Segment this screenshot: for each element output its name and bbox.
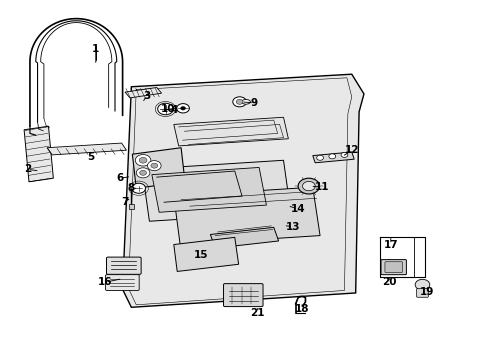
- Circle shape: [147, 161, 161, 171]
- Text: 17: 17: [383, 239, 397, 249]
- Text: 20: 20: [381, 277, 396, 287]
- FancyBboxPatch shape: [105, 275, 139, 291]
- Text: 13: 13: [285, 222, 300, 231]
- Circle shape: [140, 170, 146, 175]
- Text: 8: 8: [127, 183, 135, 193]
- Text: 1: 1: [92, 44, 99, 54]
- Circle shape: [158, 103, 173, 115]
- Polygon shape: [210, 227, 278, 248]
- Circle shape: [340, 152, 347, 157]
- FancyBboxPatch shape: [380, 260, 406, 275]
- Circle shape: [180, 107, 185, 110]
- Polygon shape: [122, 74, 363, 307]
- Text: 9: 9: [250, 98, 257, 108]
- Circle shape: [176, 104, 189, 113]
- Polygon shape: [173, 237, 238, 271]
- Circle shape: [298, 178, 319, 194]
- Circle shape: [139, 157, 147, 163]
- Text: 18: 18: [294, 304, 308, 314]
- Circle shape: [302, 181, 315, 191]
- Text: 2: 2: [24, 164, 31, 174]
- Text: 14: 14: [290, 204, 305, 214]
- Text: 4: 4: [170, 105, 177, 115]
- FancyBboxPatch shape: [384, 262, 402, 273]
- Text: 11: 11: [315, 182, 329, 192]
- FancyBboxPatch shape: [223, 284, 263, 307]
- FancyBboxPatch shape: [416, 289, 427, 297]
- Text: 12: 12: [344, 145, 358, 155]
- Polygon shape: [173, 187, 320, 244]
- Text: 16: 16: [98, 277, 113, 287]
- Text: 5: 5: [87, 152, 94, 162]
- Text: 7: 7: [121, 197, 128, 207]
- Circle shape: [414, 279, 429, 290]
- Circle shape: [135, 154, 151, 166]
- Text: 3: 3: [143, 91, 150, 101]
- Polygon shape: [132, 148, 184, 188]
- Circle shape: [316, 155, 323, 160]
- Text: 10: 10: [161, 104, 175, 114]
- Polygon shape: [312, 152, 353, 163]
- Polygon shape: [24, 126, 53, 182]
- Circle shape: [328, 154, 335, 159]
- Circle shape: [136, 168, 150, 178]
- Text: 6: 6: [116, 173, 123, 183]
- Text: 21: 21: [250, 308, 264, 318]
- Ellipse shape: [241, 99, 250, 104]
- Polygon shape: [47, 143, 126, 155]
- Circle shape: [236, 99, 243, 104]
- Circle shape: [151, 163, 158, 168]
- Text: 15: 15: [193, 250, 207, 260]
- Polygon shape: [152, 167, 266, 212]
- Polygon shape: [125, 87, 161, 98]
- Circle shape: [132, 183, 145, 193]
- FancyBboxPatch shape: [106, 257, 141, 274]
- Circle shape: [232, 97, 246, 107]
- Polygon shape: [142, 160, 290, 221]
- Polygon shape: [173, 117, 288, 146]
- Polygon shape: [129, 204, 134, 209]
- Text: 19: 19: [419, 287, 434, 297]
